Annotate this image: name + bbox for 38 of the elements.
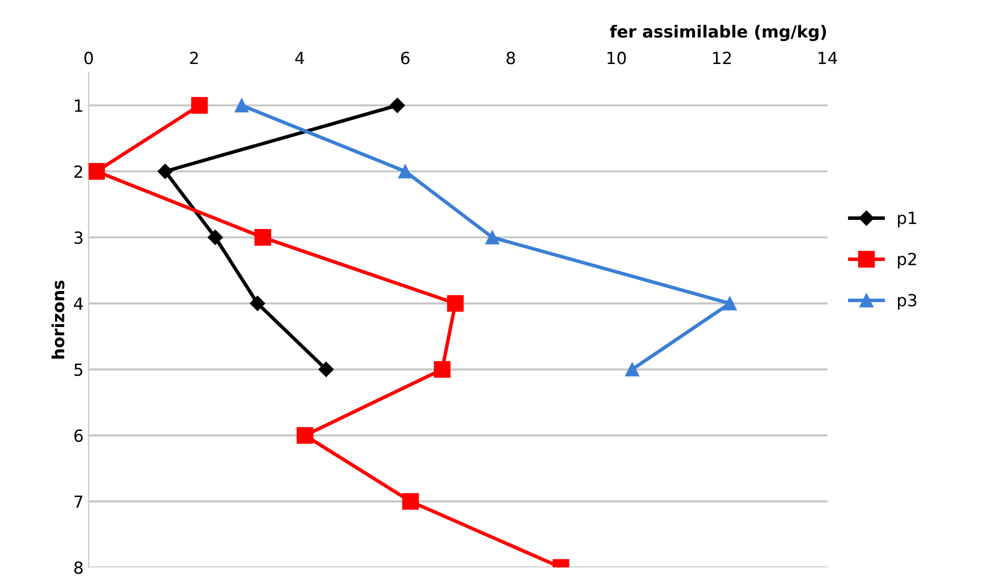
point [250, 296, 266, 311]
y-tick-label: 2 [74, 165, 82, 178]
y-axis-title: horizons [52, 280, 64, 359]
legend-label: p1 [898, 212, 916, 228]
y-tick-label: 7 [74, 496, 82, 508]
x-tick-label: 6 [401, 52, 410, 64]
point [88, 163, 105, 180]
y-tick-label: 8 [74, 561, 83, 574]
x-tick-label: 2 [190, 52, 198, 64]
point [318, 362, 334, 377]
point [158, 164, 173, 179]
point [434, 361, 451, 378]
x-tick-label: 12 [713, 52, 731, 64]
legend-label: p3 [898, 294, 916, 310]
point [722, 296, 737, 310]
y-tick-label: 3 [74, 231, 82, 244]
x-tick-label: 10 [608, 52, 626, 64]
point [296, 427, 314, 444]
point [402, 493, 419, 510]
point [191, 97, 208, 114]
point [390, 98, 405, 113]
x-tick-label: 8 [506, 52, 515, 64]
point [485, 230, 500, 244]
x-tick-label: 14 [818, 52, 838, 64]
point [447, 295, 464, 312]
y-tick-label: 5 [74, 364, 82, 376]
point [234, 98, 249, 112]
point [625, 362, 640, 376]
y-tick-label: 4 [74, 298, 83, 310]
x-tick-label: 0 [84, 52, 93, 64]
x-tick-label: 4 [295, 52, 304, 64]
point [208, 230, 223, 245]
point [398, 164, 412, 178]
x-axis-title: fer assimilable (mg/kg) [610, 24, 826, 42]
y-tick-label: 1 [75, 100, 82, 112]
y-tick-label: 6 [74, 429, 83, 442]
point [254, 229, 272, 246]
legend-label: p2 [898, 252, 916, 269]
